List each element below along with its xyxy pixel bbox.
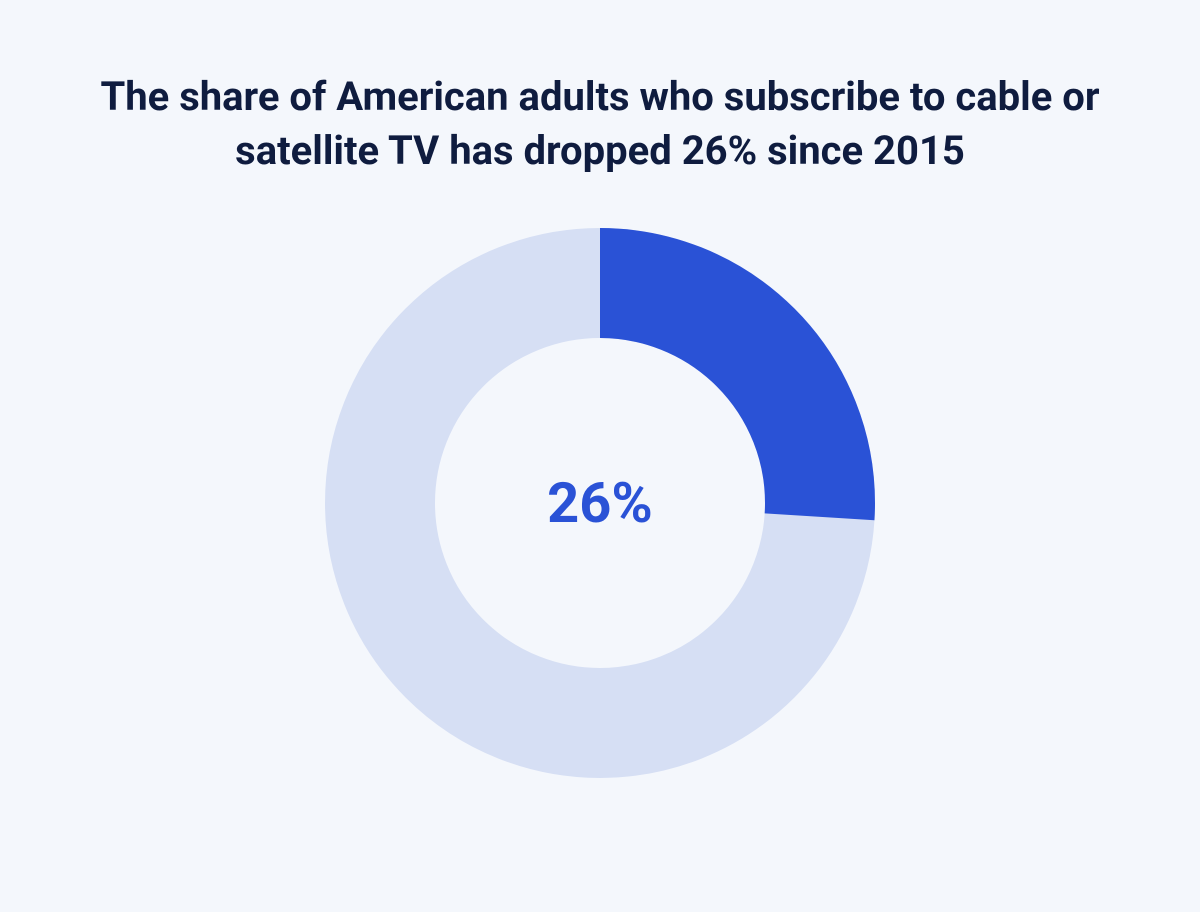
donut-chart: 26% xyxy=(325,228,875,778)
chart-title: The share of American adults who subscri… xyxy=(70,70,1130,178)
donut-center-label: 26% xyxy=(547,470,653,536)
